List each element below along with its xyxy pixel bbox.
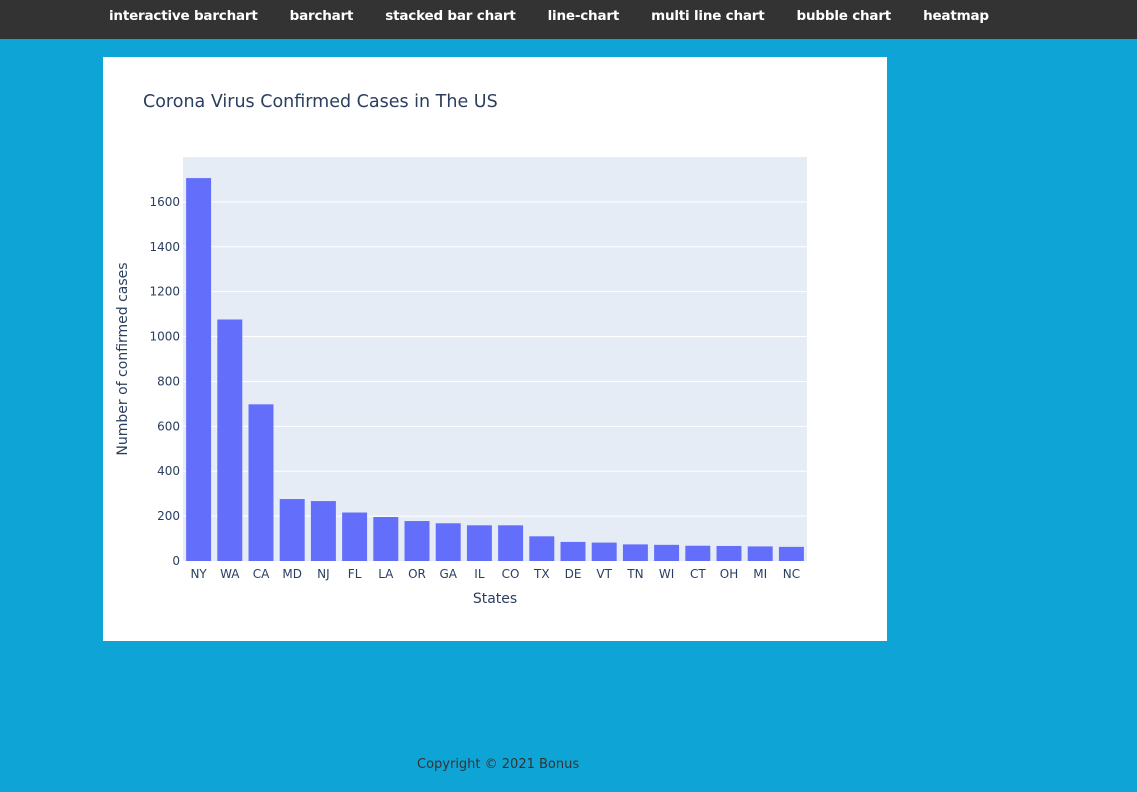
x-tick-label: NJ [317, 567, 330, 581]
footer-copyright: Copyright © 2021 Bonus [417, 757, 580, 772]
y-tick-label: 400 [157, 464, 180, 478]
x-tick-label: CA [253, 567, 270, 581]
nav-item-bubble-chart[interactable]: bubble chart [796, 8, 892, 24]
bar-la[interactable] [373, 517, 399, 561]
bar-nj[interactable] [310, 501, 336, 561]
x-tick-label: CT [690, 567, 706, 581]
y-tick-label: 1200 [149, 285, 180, 299]
x-axis-label: States [473, 591, 517, 607]
bar-tn[interactable] [622, 544, 648, 561]
bar-ga[interactable] [435, 523, 461, 561]
x-tick-label: LA [378, 567, 394, 581]
x-tick-label: VT [596, 567, 612, 581]
bar-vt[interactable] [591, 542, 617, 561]
y-tick-label: 200 [157, 509, 180, 523]
y-tick-label: 600 [157, 419, 180, 433]
bar-ca[interactable] [248, 404, 274, 561]
chart-title: Corona Virus Confirmed Cases in The US [143, 92, 498, 112]
y-tick-label: 0 [172, 554, 180, 568]
top-navbar: interactive barchart barchart stacked ba… [0, 0, 1137, 39]
x-tick-label: NY [190, 567, 207, 581]
y-tick-label: 800 [157, 374, 180, 388]
x-tick-label: MD [282, 567, 302, 581]
y-axis-label: Number of confirmed cases [115, 262, 131, 455]
x-tick-label: TX [533, 567, 550, 581]
bar-tx[interactable] [529, 536, 555, 561]
bar-nc[interactable] [778, 546, 804, 561]
x-tick-label: IL [474, 567, 485, 581]
bar-ct[interactable] [685, 545, 711, 561]
bar-ny[interactable] [186, 178, 212, 561]
bar-il[interactable] [466, 525, 492, 561]
bar-co[interactable] [498, 525, 524, 561]
y-tick-label: 1600 [149, 195, 180, 209]
bar-or[interactable] [404, 521, 430, 561]
bar-wi[interactable] [654, 544, 680, 561]
nav-item-stacked-bar-chart[interactable]: stacked bar chart [385, 8, 516, 24]
nav-item-multi-line-chart[interactable]: multi line chart [651, 8, 765, 24]
x-tick-label: MI [753, 567, 767, 581]
y-tick-label: 1400 [149, 240, 180, 254]
nav-item-barchart[interactable]: barchart [289, 8, 354, 24]
bar-md[interactable] [279, 499, 305, 561]
y-axis-ticks: 0 200 400 600 800 1000 1200 1400 1600 [149, 195, 180, 568]
nav-item-interactive-barchart[interactable]: interactive barchart [109, 8, 258, 24]
x-tick-label: WI [659, 567, 674, 581]
x-tick-label: OR [408, 567, 426, 581]
bar-fl[interactable] [342, 512, 368, 561]
x-tick-label: FL [348, 567, 362, 581]
nav-item-line-chart[interactable]: line-chart [547, 8, 620, 24]
x-tick-label: CO [502, 567, 520, 581]
nav-list: interactive barchart barchart stacked ba… [109, 0, 1021, 32]
y-tick-label: 1000 [149, 330, 180, 344]
bar-oh[interactable] [716, 545, 742, 561]
bar-chart[interactable]: Corona Virus Confirmed Cases in The US 0… [103, 57, 887, 641]
bar-wa[interactable] [217, 319, 243, 561]
bar-mi[interactable] [747, 546, 773, 561]
nav-item-heatmap[interactable]: heatmap [923, 8, 989, 24]
bars [186, 178, 804, 561]
x-tick-label: OH [720, 567, 738, 581]
x-tick-label: GA [439, 567, 457, 581]
plot-background [183, 157, 807, 561]
x-tick-label: TN [626, 567, 643, 581]
chart-card: Corona Virus Confirmed Cases in The US 0… [103, 57, 887, 641]
x-tick-label: DE [565, 567, 582, 581]
plot-area [183, 157, 807, 561]
x-axis-ticks: NY WA CA MD NJ FL LA OR GA IL CO TX DE VT TN WI CT OH MI NC [190, 567, 800, 581]
x-tick-label: WA [220, 567, 240, 581]
bar-de[interactable] [560, 541, 586, 561]
x-tick-label: NC [783, 567, 800, 581]
